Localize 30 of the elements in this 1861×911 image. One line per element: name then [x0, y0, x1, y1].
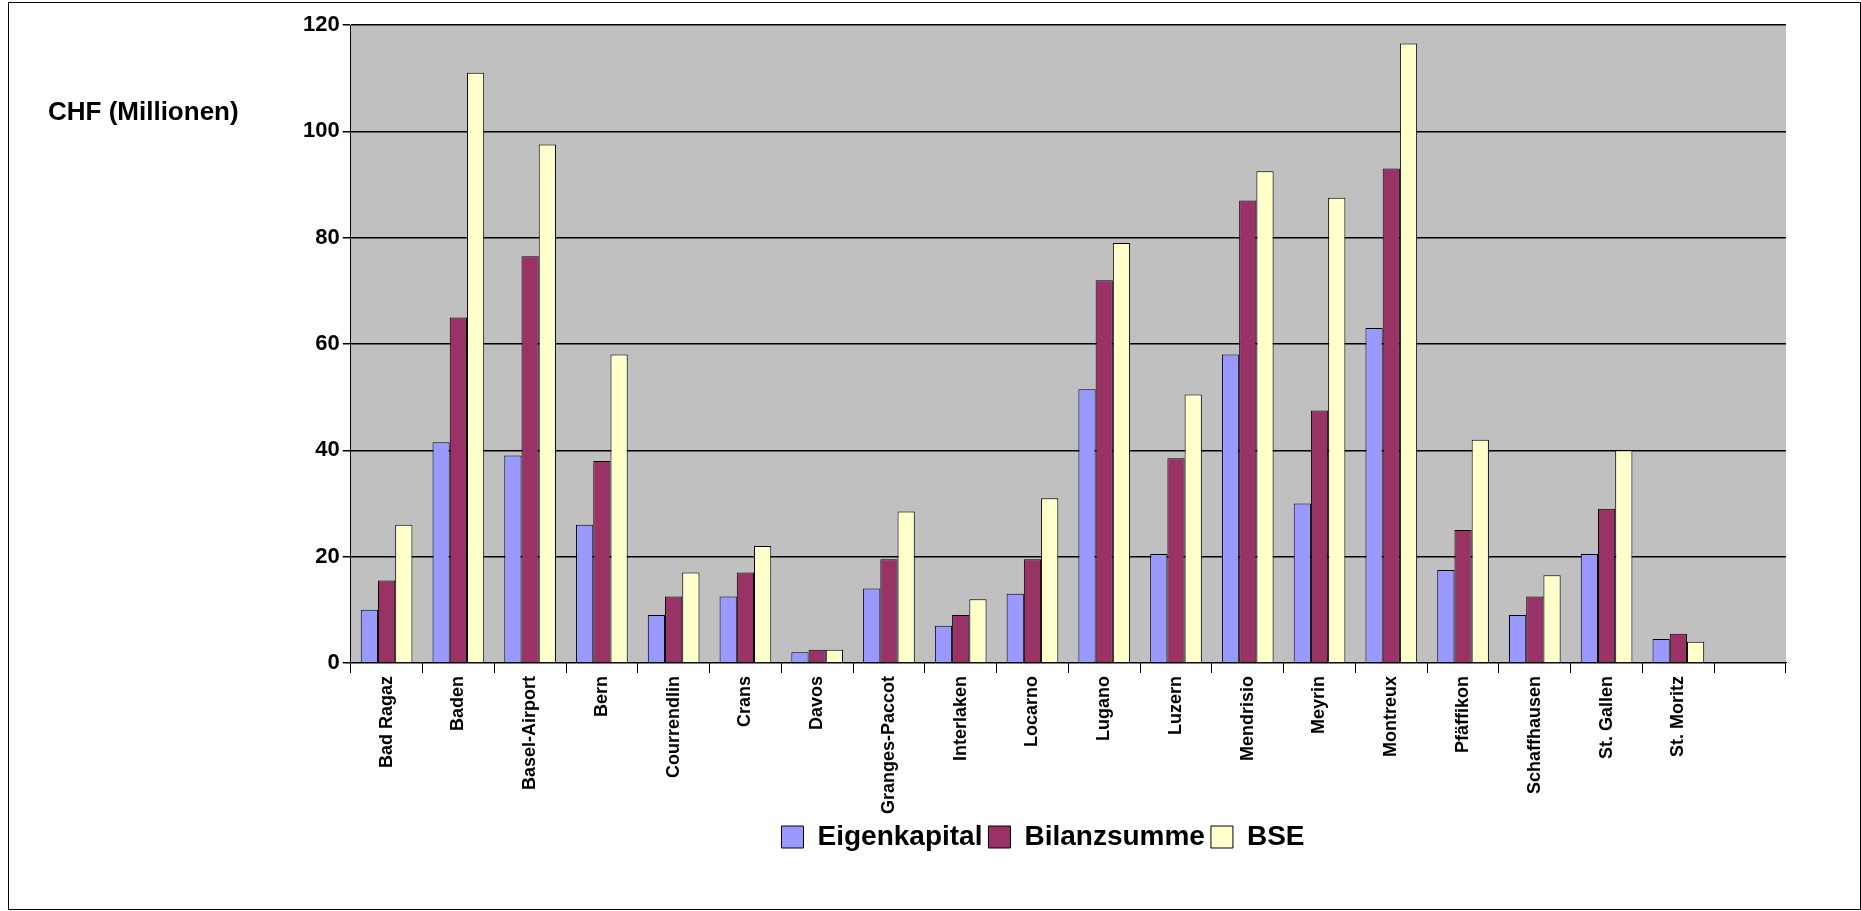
x-tick-label: St. Gallen	[1595, 675, 1616, 759]
x-tick-label: Pfäffikon	[1452, 675, 1473, 753]
x-tick-label: Granges-Paccot	[877, 675, 898, 815]
y-tick-label: 120	[302, 11, 340, 37]
x-tick-label: Crans	[734, 675, 755, 727]
x-tick-label: St. Moritz	[1667, 675, 1688, 757]
x-tick-label: Davos	[806, 675, 827, 730]
x-tick-label: Courrendlin	[662, 675, 683, 778]
legend-label: Eigenkapital	[817, 819, 983, 851]
x-tick-label: Luzern	[1164, 675, 1185, 735]
y-tick-label: 20	[315, 542, 340, 568]
y-tick-label: 0	[327, 649, 340, 675]
y-tick-label: 40	[315, 436, 340, 462]
x-tick-label: Montreux	[1380, 675, 1401, 757]
x-tick-label: Meyrin	[1308, 675, 1329, 734]
x-tick-label: Bern	[590, 675, 611, 717]
x-tick-label: Locarno	[1021, 675, 1042, 747]
y-tick-label: 100	[302, 117, 340, 143]
x-tick-label: Mendrisio	[1236, 675, 1257, 761]
x-tick-label: Schaffhausen	[1523, 675, 1544, 794]
x-tick-label: Baden	[447, 675, 468, 731]
x-tick-label: Bad Ragaz	[375, 675, 396, 768]
x-tick-label: Lugano	[1093, 675, 1114, 741]
y-axis-title: CHF (Millionen)	[48, 96, 239, 127]
y-tick-label: 60	[315, 330, 340, 356]
legend-label: BSE	[1246, 819, 1305, 851]
y-tick-label: 80	[315, 223, 340, 249]
x-tick-label: Interlaken	[949, 675, 970, 761]
legend-label: Bilanzsumme	[1024, 819, 1205, 851]
x-tick-label: Basel-Airport	[519, 675, 540, 790]
